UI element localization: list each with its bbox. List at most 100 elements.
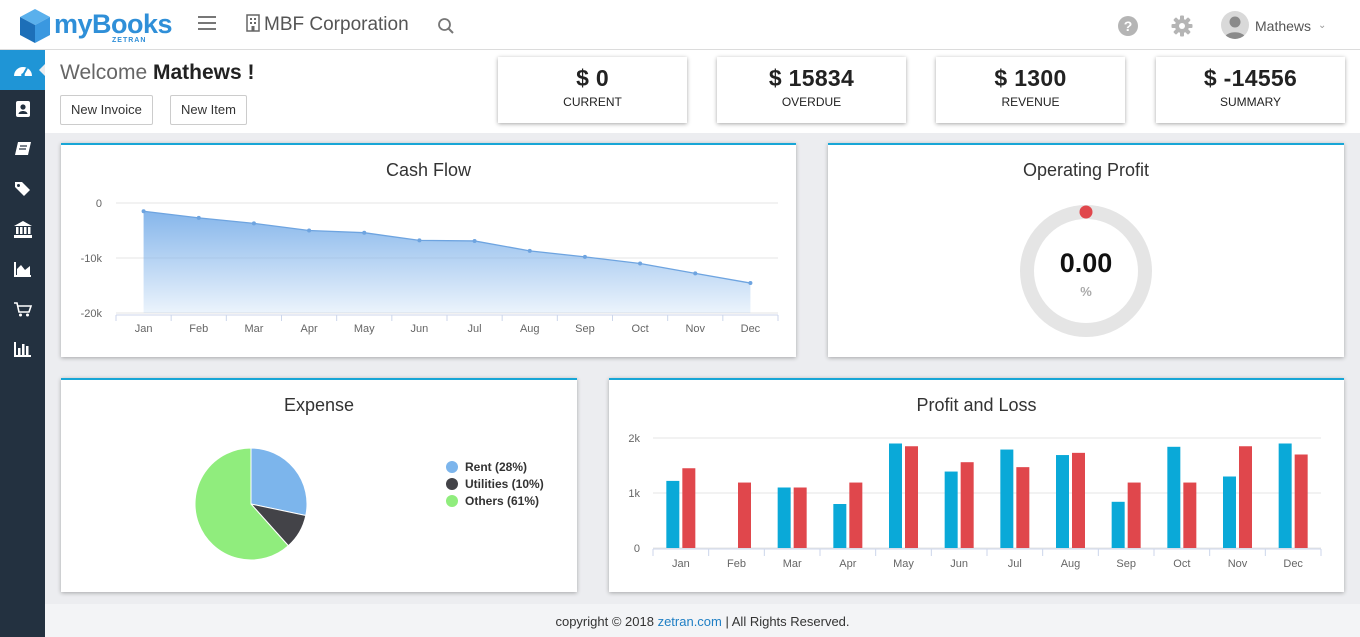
search-icon[interactable] <box>437 17 455 35</box>
profit-bar <box>833 504 847 548</box>
sidebar-item-banking[interactable] <box>0 209 45 249</box>
stat-card-summary[interactable]: $ -14556 SUMMARY <box>1156 57 1345 123</box>
loss-bar <box>1072 452 1085 548</box>
area-chart-icon <box>13 262 31 277</box>
sidebar-item-books[interactable] <box>0 129 45 169</box>
loss-bar <box>1016 467 1030 548</box>
cash-flow-line <box>143 210 751 284</box>
profit-bar <box>777 487 791 548</box>
company-name: MBF Corporation <box>264 14 409 35</box>
sidebar-item-items[interactable] <box>0 169 45 209</box>
bar-chart-icon <box>13 342 31 357</box>
x-tick-label: Feb <box>727 558 746 570</box>
loss-bar <box>960 462 974 548</box>
welcome-message: Welcome Mathews ! <box>60 61 255 85</box>
mybooks-logo[interactable]: myBooks ZETRAN <box>20 8 173 44</box>
expense-title: Expense <box>283 395 355 415</box>
x-tick-label: Aug <box>1061 558 1081 570</box>
profit-bar <box>666 480 680 548</box>
profit-bar <box>1223 476 1236 548</box>
stat-value: $ 1300 <box>994 65 1067 91</box>
y-tick-label: 1k <box>628 488 640 500</box>
x-tick-label: Jan <box>135 323 153 335</box>
company-selector[interactable]: MBF Corporation <box>246 14 409 36</box>
x-tick-label: Sep <box>1116 558 1136 570</box>
profit-bar <box>1278 443 1292 548</box>
stat-label: SUMMARY <box>1219 95 1282 109</box>
tags-icon <box>14 182 30 196</box>
loss-bar <box>1183 482 1197 548</box>
cash-flow-point <box>141 209 146 214</box>
cash-flow-title: Cash Flow <box>385 160 472 180</box>
new-invoice-button[interactable]: New Invoice <box>60 95 153 125</box>
legend-swatch <box>446 478 458 490</box>
user-avatar-icon <box>1224 16 1246 39</box>
profit-bar <box>1000 449 1014 548</box>
stat-card-current[interactable]: $ 0 CURRENT <box>498 57 687 123</box>
active-indicator <box>39 64 45 76</box>
stat-value: $ -14556 <box>1203 65 1298 91</box>
y-tick-label: -10k <box>81 253 103 265</box>
footer-link[interactable]: zetran.com <box>657 614 722 629</box>
profit-loss-chart: 2k 1k 0 Jan Feb Mar Apr May Jun Jul Aug Sep Oct Nov De… <box>628 433 1322 570</box>
book-icon <box>14 142 31 155</box>
loss-bar <box>849 482 863 548</box>
sidebar-item-purchases[interactable] <box>0 289 45 329</box>
x-tick-label: Feb <box>189 323 208 335</box>
profit-bar <box>1111 501 1125 548</box>
stat-value: $ 0 <box>576 65 609 91</box>
x-tick-label: Oct <box>1173 558 1190 570</box>
x-tick-label: Mar <box>783 558 802 570</box>
help-icon[interactable]: ? <box>1118 16 1138 36</box>
profit-bar <box>944 471 958 548</box>
stat-card-overdue[interactable]: $ 15834 OVERDUE <box>717 57 906 123</box>
dashboard-icon <box>13 67 32 77</box>
y-tick-label: 0 <box>96 198 102 210</box>
loss-bar <box>1294 454 1308 548</box>
sidebar-item-contacts[interactable] <box>0 89 45 129</box>
sidebar <box>0 50 45 637</box>
x-tick-label: Sep <box>575 323 595 335</box>
operating-profit-title: Operating Profit <box>1022 160 1150 180</box>
legend-label: Utilities (10%) <box>465 477 544 491</box>
cart-icon <box>13 302 32 317</box>
menu-toggle-icon[interactable] <box>198 16 216 30</box>
sidebar-item-dashboard[interactable] <box>0 50 45 90</box>
x-tick-label: Aug <box>520 323 540 335</box>
stat-card-revenue[interactable]: $ 1300 REVENUE <box>936 57 1125 123</box>
x-tick-label: Jan <box>672 558 690 570</box>
x-tick-label: Dec <box>741 323 761 335</box>
cash-flow-point <box>582 254 587 259</box>
cash-flow-point <box>472 238 477 243</box>
y-tick-label: -20k <box>81 308 103 320</box>
footer-rights: | All Rights Reserved. <box>721 614 850 629</box>
gear-icon[interactable] <box>1171 15 1193 37</box>
x-tick-label: Nov <box>1228 558 1248 570</box>
x-tick-label: Jun <box>411 323 429 335</box>
stat-label: REVENUE <box>1001 95 1060 109</box>
cash-flow-point <box>196 215 201 220</box>
loss-bar <box>738 482 751 548</box>
legend-label: Others (61%) <box>465 494 540 508</box>
loss-bar <box>905 446 918 548</box>
legend-swatch <box>446 495 458 507</box>
new-item-button[interactable]: New Item <box>170 95 247 125</box>
sidebar-item-reports-area[interactable] <box>0 249 45 289</box>
cash-flow-area <box>143 211 751 313</box>
sidebar-item-analytics[interactable] <box>0 329 45 369</box>
legend-item[interactable]: Rent (28%) <box>446 460 544 477</box>
loss-bar <box>1239 446 1252 548</box>
legend-item[interactable]: Utilities (10%) <box>446 477 544 494</box>
operating-profit-panel: Operating Profit 0.00 % <box>828 143 1344 357</box>
x-tick-label: Jul <box>1008 558 1022 570</box>
cash-flow-point <box>251 221 256 226</box>
profit-bar <box>1056 455 1069 548</box>
expense-panel: Expense Rent (28%) Utilities (10%) Other… <box>61 378 577 592</box>
legend-item[interactable]: Others (61%) <box>446 494 544 511</box>
x-tick-label: Jul <box>468 323 482 335</box>
y-tick-label: 2k <box>628 433 640 445</box>
bank-icon <box>13 220 32 238</box>
profit-bar <box>889 443 902 548</box>
stat-label: OVERDUE <box>781 95 842 109</box>
footer-copyright: copyright © 2018 <box>555 614 658 629</box>
